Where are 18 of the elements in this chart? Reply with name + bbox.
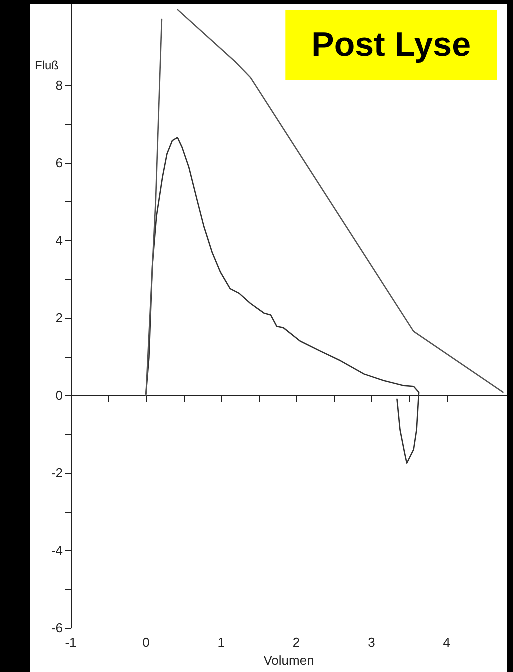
y-tick-label: 6: [56, 155, 63, 170]
x-tick-label: -1: [65, 635, 77, 650]
y-tick-label: -6: [51, 620, 63, 636]
x-tick-label: 3: [368, 635, 376, 650]
x-axis-title: Volumen: [264, 653, 314, 668]
y-tick-label: 0: [56, 388, 63, 404]
y-tick-label: 8: [56, 78, 63, 93]
x-tick-label: 0: [142, 635, 150, 650]
y-tick-label: -4: [51, 543, 63, 558]
x-tick-label: 2: [292, 635, 300, 650]
y-tick-label: 2: [56, 310, 63, 326]
x-tick-label: 1: [218, 635, 225, 650]
line-series: [146, 137, 420, 464]
y-tick-label: -2: [51, 466, 63, 481]
y-axis-title: Fluß: [35, 58, 59, 72]
y-tick-label: 4: [56, 232, 63, 248]
text: Post Lyse: [312, 26, 471, 64]
x-tick-label: 4: [443, 635, 450, 650]
